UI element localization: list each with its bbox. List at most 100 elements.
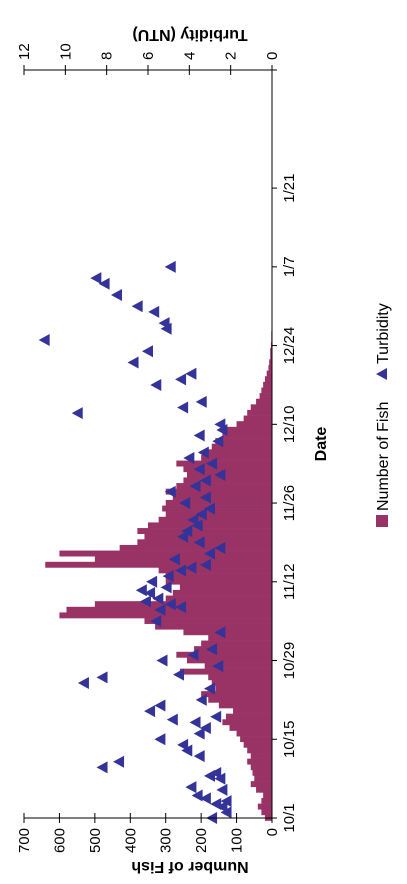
fish-bar [165,578,273,585]
fish-bar [218,702,272,709]
fish-bar [264,376,273,383]
fish-bar [236,421,273,428]
turbidity-point [90,272,102,285]
turbidity-point [173,668,184,681]
turbidity-point [146,575,158,588]
y-left-axis-title: Number of Fish [131,858,248,875]
turbidity-point [216,783,228,796]
fish-bar [186,471,272,478]
x-tick-label: 11/12 [281,564,298,600]
fish-bar [119,544,272,551]
fish-bar [176,651,272,658]
turbidity-point [185,561,197,574]
fish-bar [59,550,273,557]
turbidity-point [206,643,218,656]
turbidity-point [162,570,174,583]
fish-bar [208,696,272,703]
turbidity-point [185,781,197,794]
fish-bar [183,629,272,636]
turbidity-point [175,601,187,614]
y-right-tick-label: 4 [181,52,198,60]
turbidity-point [204,547,215,560]
turbidity-point [166,713,178,726]
turbidity-point [181,744,193,757]
fish-bar [225,713,273,720]
turbidity-point [179,497,191,510]
turbidity-point [199,491,211,504]
turbidity-point [154,733,166,746]
fish-bar [211,443,273,450]
fish-bar [183,466,272,473]
x-tick-label: 10/29 [281,642,298,680]
fish-bar [201,691,272,698]
turbidity-point [206,457,218,470]
fish-bar [165,499,273,506]
legend-turbidity-marker [376,368,387,380]
turbidity-point [96,761,108,774]
legend-fish-swatch [376,515,388,527]
turbidity-point [214,772,226,785]
turbidity-point [199,474,211,487]
turbidity-point [154,699,166,712]
fish-bar [208,674,272,681]
turbidity-point [199,792,211,805]
fish-bar [211,679,273,686]
turbidity-point [177,738,189,751]
turbidity-point [135,584,147,597]
turbidity-point [214,626,226,639]
turbidity-point [216,800,228,813]
y-left-tick-label: 600 [51,828,68,853]
fish-bar [215,438,272,444]
y-right-tick-label: 0 [264,52,281,60]
turbidity-point [183,452,195,465]
turbidity-point [96,671,108,684]
fish-bar [179,584,272,591]
fish-bar [222,432,272,439]
x-tick-label: 1/21 [281,174,298,203]
turbidity-point [71,407,83,420]
fish-bar [250,404,273,411]
fish-bar [94,556,272,563]
fish-bar [266,370,273,377]
fish-bar [247,758,272,765]
fish-bar [179,668,272,675]
fish-bar [137,528,272,534]
x-tick-label: 10/1 [281,803,298,832]
turbidity-point [199,722,211,735]
fish-bar [172,589,272,596]
turbidity-point [189,716,201,729]
fish-bar [172,494,272,501]
turbidity-point [113,755,125,768]
fish-bar [243,741,273,748]
fish-bar [176,460,272,467]
legend: Number of Fish Turbidity [375,303,392,527]
turbidity-point [144,705,156,718]
turbidity-point [193,463,205,476]
turbidity-point [139,595,151,608]
x-axis-title: Date [313,427,330,462]
y-left-tick-label: 200 [193,828,210,853]
fish-bar [158,567,273,574]
turbidity-point [212,435,224,448]
fish-bar [148,522,272,529]
turbidity-point [164,598,176,611]
turbidity-point [127,356,139,369]
y-right-axis-title: Turbidity (NTU) [132,26,247,43]
turbidity-point [210,767,222,780]
fish-bar [256,398,272,405]
turbidity-point [193,750,205,763]
fish-bar [194,646,272,653]
turbidity-point [214,542,226,555]
turbidity-point [185,367,197,380]
turbidity-point [191,789,203,802]
fish-bar [45,561,273,568]
fish-bar [201,640,272,647]
turbidity-point [164,485,176,498]
y-left-tick-label: 300 [158,828,175,853]
fish-bar [59,612,273,619]
x-tick-label: 1/7 [281,256,298,277]
fish-bar [66,606,273,613]
fish-bar [201,454,272,461]
y-left-tick-label: 700 [16,828,33,853]
